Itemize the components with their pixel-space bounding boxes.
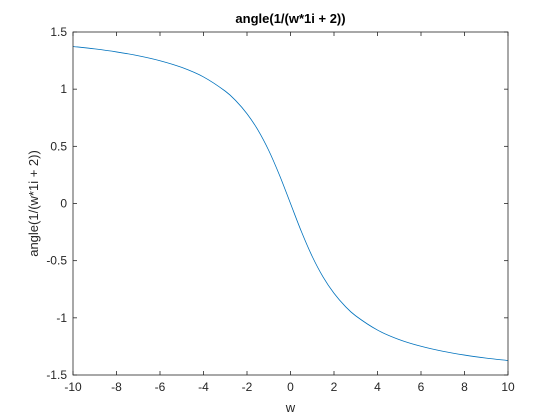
x-tick-label: 10: [501, 380, 515, 394]
x-tick-label: -2: [242, 380, 253, 394]
x-axis-label: w: [285, 400, 296, 415]
y-tick-label: 0: [60, 197, 67, 211]
x-tick-label: -6: [155, 380, 166, 394]
chart-title: angle(1/(w*1i + 2)): [235, 11, 345, 26]
y-tick-label: -1.5: [46, 368, 67, 382]
y-axis-label: angle(1/(w*1i + 2)): [26, 150, 41, 257]
y-tick-label: 0.5: [50, 139, 67, 153]
x-tick-label: -8: [111, 380, 122, 394]
x-tick-label: 2: [331, 380, 338, 394]
x-tick-label: -4: [198, 380, 209, 394]
x-tick-label: 8: [461, 380, 468, 394]
x-tick-label: 6: [418, 380, 425, 394]
x-tick-label: 0: [287, 380, 294, 394]
y-tick-label: -1: [56, 311, 67, 325]
y-tick-label: 1: [60, 82, 67, 96]
y-tick-label: 1.5: [50, 25, 67, 39]
x-tick-label: 4: [374, 380, 381, 394]
y-tick-label: -0.5: [46, 254, 67, 268]
x-tick-label: -10: [64, 380, 82, 394]
